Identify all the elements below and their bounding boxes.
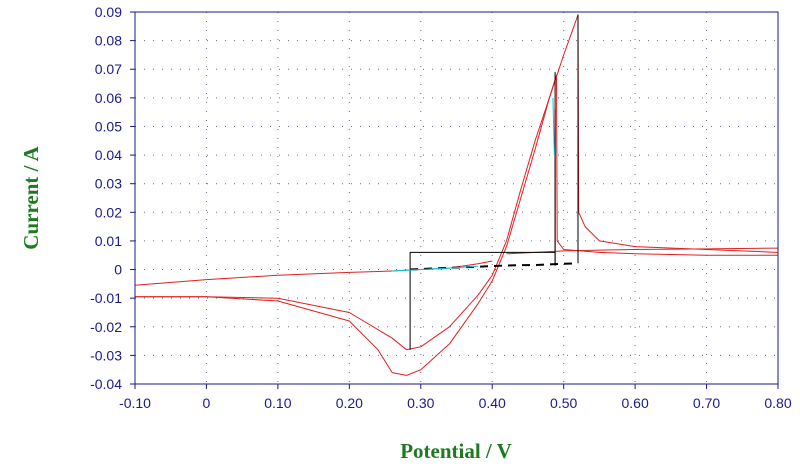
y-axis-title: Current / A [19, 145, 43, 249]
x-tick-label: 0.60 [621, 395, 648, 411]
y-tick-label: 0.09 [95, 4, 122, 20]
x-tick-label: 0.70 [693, 395, 720, 411]
x-tick-label: 0.30 [407, 395, 434, 411]
x-tick-label: 0.20 [336, 395, 363, 411]
y-tick-label: 0.08 [95, 33, 122, 49]
y-axis-ticks: -0.04 -0.03 -0.02 -0.01 0 0.01 0.02 0.03 0.04 0.0… [90, 4, 135, 392]
y-tick-label: -0.01 [90, 290, 122, 306]
series-line-10 [552, 97, 555, 156]
y-tick-label: -0.04 [90, 376, 122, 392]
y-tick-label: 0.06 [95, 90, 122, 106]
x-tick-label: -0.10 [119, 395, 151, 411]
series-line-2 [135, 14, 779, 351]
plot-background [135, 12, 778, 384]
x-tick-label: 0.40 [479, 395, 506, 411]
y-tick-label: 0 [114, 262, 122, 278]
x-tick-label: 0 [203, 395, 211, 411]
x-tick-label: 0.50 [550, 395, 577, 411]
series-group [134, 14, 779, 376]
x-axis-ticks: -0.10 0 0.10 0.20 0.30 0.40 0.50 0.60 0.70 0.80 [119, 384, 792, 411]
x-axis-title: Potential / V [400, 439, 512, 463]
y-tick-label: 0.01 [95, 233, 122, 249]
x-tick-label: 0.80 [764, 395, 791, 411]
y-tick-label: -0.02 [90, 319, 122, 335]
y-tick-label: -0.03 [90, 347, 122, 363]
y-tick-label: 0.07 [95, 61, 122, 77]
y-tick-label: 0.03 [95, 176, 122, 192]
y-tick-label: 0.05 [95, 118, 122, 134]
series-line-6 [409, 72, 556, 350]
y-tick-label: 0.02 [95, 204, 122, 220]
series-line-9 [392, 265, 478, 272]
x-tick-label: 0.10 [264, 395, 291, 411]
plot-frame [134, 11, 779, 385]
y-tick-label: 0.04 [95, 147, 122, 163]
